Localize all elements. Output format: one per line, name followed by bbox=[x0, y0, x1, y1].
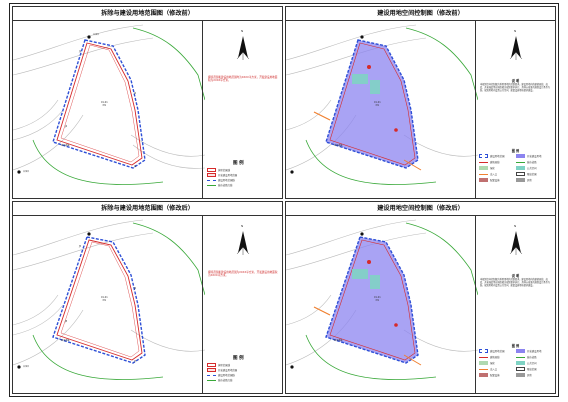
control-map-after bbox=[286, 219, 478, 380]
range-map-before bbox=[13, 24, 205, 185]
panel-range-after: 拆除与建设用地范围图（修改后） 01-01 M1 城市道路 交叉口 J5 J6 J… bbox=[12, 201, 283, 394]
north-label: N bbox=[241, 29, 244, 33]
coord-label: J8 bbox=[65, 320, 68, 323]
legend-item: 城市道路红线 bbox=[207, 183, 232, 187]
parcel-label: 01-01 M1 bbox=[101, 296, 108, 302]
legend-item: 限高范围 bbox=[516, 172, 537, 176]
sidebar: N 说 明 本规划空间控制图为拆除用地的控制要求。建设用地内的建筑退线、高度、开… bbox=[475, 20, 555, 198]
legend-item: 建设用地范围线 bbox=[207, 178, 235, 182]
legend-item: 开发建设用地范围 bbox=[207, 173, 237, 177]
legend-item: 建设用地范围 bbox=[479, 349, 504, 353]
legend-item: 建设用地范围 bbox=[479, 154, 504, 158]
poi-label: 交叉口 bbox=[23, 366, 30, 368]
panel-control-before: 建设用地空间控制图（修改前） 01-01 M1 城市道路 bbox=[285, 6, 556, 199]
north-label: N bbox=[241, 224, 244, 228]
road-label: 城市道路 bbox=[61, 340, 70, 342]
legend-item: 建设用地范围线 bbox=[207, 373, 235, 377]
legend-item: 配套设施 bbox=[479, 373, 500, 377]
sidebar: N 说 明 本规划空间控制图为拆除用地的控制要求。建设用地内的建筑退线、高度、开… bbox=[475, 215, 555, 393]
parcel-label: 01-01 M1 bbox=[374, 101, 381, 107]
legend-item: 配套设施 bbox=[479, 178, 500, 182]
legend-item: 建筑退线 bbox=[479, 160, 500, 164]
coord-label: J7 bbox=[134, 360, 137, 363]
legend-item: 城市道路 bbox=[516, 160, 537, 164]
road-label: 城市道路 bbox=[334, 145, 343, 147]
legend-item: 开发建设用地 bbox=[516, 154, 541, 158]
coord-label: J2 bbox=[134, 92, 137, 95]
panel-title: 拆除与建设用地范围图（修改前） bbox=[13, 7, 282, 21]
coord-label: J6 bbox=[134, 287, 137, 290]
legend-item: 公共空间 bbox=[516, 361, 537, 365]
map-sheet: 拆除与建设用地范围图（修改前） 01-01 M1 城市道路 交叉口 交叉口 J1 … bbox=[9, 3, 559, 397]
construction-boundary bbox=[52, 236, 146, 364]
panel-title: 拆除与建设用地范围图（修改后） bbox=[13, 202, 282, 216]
parcel-label: 01-01 M1 bbox=[374, 296, 381, 302]
parcel-label: 01-01 M1 bbox=[101, 101, 108, 107]
legend-item: 城市道路红线 bbox=[207, 378, 232, 382]
legend-item: 开发建设用地 bbox=[516, 349, 541, 353]
sidebar: N 拆除范围和建设用地范围为XXXX平方米，开发建设用地面积为XXXX平方米。 … bbox=[202, 215, 282, 393]
coord-label: J3 bbox=[134, 165, 137, 168]
north-arrow-icon bbox=[236, 231, 250, 255]
range-note: 拆除范围和建设用地范围均为XXXX平方米，开发建设用地面积为XXXX平方米。 bbox=[208, 76, 278, 83]
north-arrow-icon bbox=[236, 36, 250, 60]
demolition-boundary bbox=[56, 239, 143, 361]
legend-item: 出入口 bbox=[479, 172, 497, 176]
range-map-after bbox=[13, 219, 205, 380]
construction-boundary bbox=[52, 39, 146, 169]
legend-title: 图 例 bbox=[233, 161, 244, 166]
legend-title: 图 例 bbox=[233, 356, 244, 361]
panel-title: 建设用地空间控制图（修改后） bbox=[286, 202, 555, 216]
legend-title: 图 例 bbox=[511, 344, 520, 348]
legend-item: 绿化 bbox=[479, 361, 495, 365]
legend-item: 限高范围 bbox=[516, 367, 537, 371]
legend-title: 图 例 bbox=[511, 149, 520, 153]
panel-range-before: 拆除与建设用地范围图（修改前） 01-01 M1 城市道路 交叉口 交叉口 J1 … bbox=[12, 6, 283, 199]
notes-title: 说 明 bbox=[511, 274, 520, 278]
developable-area bbox=[325, 39, 419, 169]
road-label: 城市道路 bbox=[334, 340, 343, 342]
sidebar: N 拆除范围和建设用地范围均为XXXX平方米，开发建设用地面积为XXXX平方米。… bbox=[202, 20, 282, 198]
legend-item: 其他 bbox=[516, 373, 532, 377]
panel-control-after: 建设用地空间控制图（修改后） 01-01 M1 城市道路 bbox=[285, 201, 556, 394]
legend-item: 拆除范围线 bbox=[207, 168, 230, 172]
legend-item: 开发建设用地范围 bbox=[207, 368, 237, 372]
legend-item: 绿化 bbox=[479, 166, 495, 170]
notes-title: 说 明 bbox=[511, 79, 520, 83]
legend-item: 建筑退线 bbox=[479, 355, 500, 359]
road-label: 城市道路 bbox=[61, 145, 70, 147]
north-label: N bbox=[514, 224, 517, 228]
coord-label: J5 bbox=[79, 245, 82, 248]
legend-item: 出入口 bbox=[479, 367, 497, 371]
control-map-before bbox=[286, 24, 478, 185]
demolition-boundary bbox=[56, 42, 143, 166]
developable-area bbox=[325, 236, 419, 364]
north-arrow-icon bbox=[509, 36, 523, 60]
legend-item: 公共空间 bbox=[516, 166, 537, 170]
notes-text: 本规划空间控制图为拆除用地的控制要求。建设用地内的建筑退线、高度、开发强度等应按… bbox=[480, 278, 550, 287]
legend-item: 城市道路 bbox=[516, 355, 537, 359]
coord-label: J1 bbox=[79, 50, 82, 53]
north-arrow-icon bbox=[509, 231, 523, 255]
poi-label: 交叉口 bbox=[23, 171, 30, 173]
legend-item: 拆除范围线 bbox=[207, 363, 230, 367]
panel-title: 建设用地空间控制图（修改前） bbox=[286, 7, 555, 21]
poi-label: 交叉口 bbox=[93, 34, 100, 36]
coord-label: J4 bbox=[65, 125, 68, 128]
north-label: N bbox=[514, 29, 517, 33]
notes-text: 本规划空间控制图为拆除用地的控制要求。建设用地内的建筑退线、高度、开发强度等应按… bbox=[480, 83, 550, 92]
range-note: 拆除范围和建设用地范围为XXXX平方米，开发建设用地面积为XXXX平方米。 bbox=[208, 271, 278, 278]
legend-item: 其他 bbox=[516, 178, 532, 182]
